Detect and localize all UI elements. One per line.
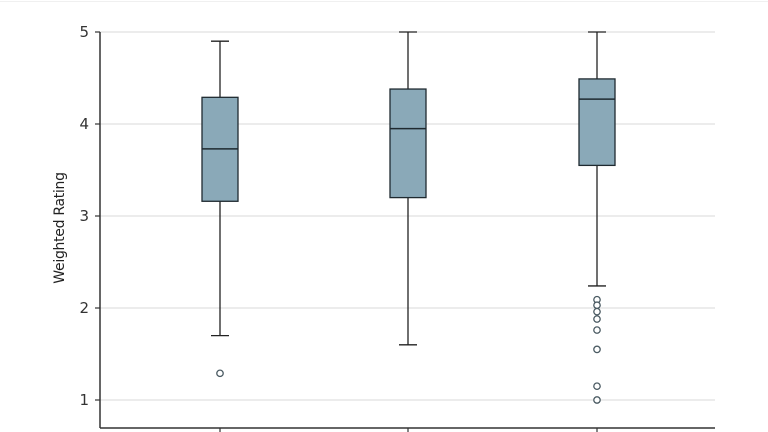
top-border <box>0 1 768 2</box>
y-tick-label: 2 <box>79 299 89 317</box>
y-tick-label: 1 <box>79 391 89 409</box>
outlier-point <box>593 307 601 316</box>
outlier-point <box>593 382 601 391</box>
box <box>578 78 616 167</box>
y-tick-label: 5 <box>79 23 89 41</box>
outlier-point <box>593 326 601 334</box>
outlier-point <box>593 396 601 404</box>
y-tick-label: 4 <box>79 115 89 133</box>
outlier-point <box>216 369 224 378</box>
y-axis-label: Weighted Rating <box>52 172 68 284</box>
outlier-point <box>593 315 601 323</box>
outlier-point <box>593 345 601 354</box>
outlier-point <box>593 301 601 310</box>
box <box>389 88 427 199</box>
y-tick-label: 3 <box>79 207 89 225</box>
